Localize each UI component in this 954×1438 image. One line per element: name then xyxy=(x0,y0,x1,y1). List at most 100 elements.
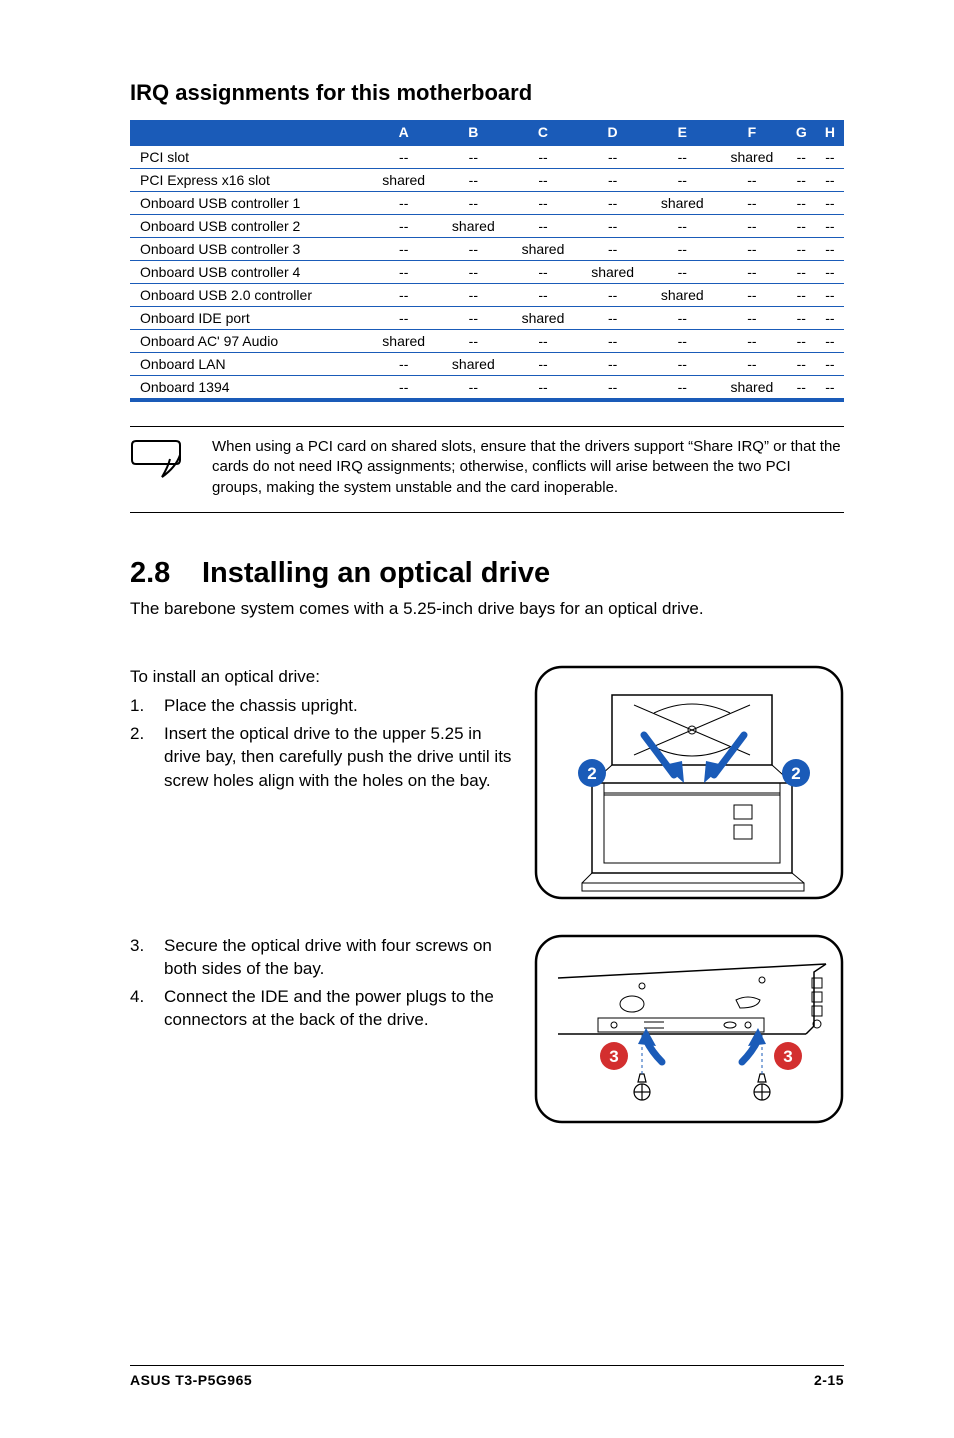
step-3: 3.Secure the optical drive with four scr… xyxy=(130,934,516,981)
arrow-up-left-icon xyxy=(638,1028,662,1062)
step-1-num: 1. xyxy=(130,694,164,717)
table-cell: shared xyxy=(647,284,717,307)
page-footer: ASUS T3-P5G965 2-15 xyxy=(130,1365,844,1388)
step-3-text: Secure the optical drive with four screw… xyxy=(164,934,516,981)
table-cell: -- xyxy=(578,192,648,215)
irq-table: A B C D E F G H PCI slot----------shared… xyxy=(130,120,844,402)
table-cell: -- xyxy=(508,261,578,284)
table-cell: -- xyxy=(816,238,844,261)
table-cell: -- xyxy=(439,307,509,330)
table-row: Onboard USB 2.0 controller--------shared… xyxy=(130,284,844,307)
table-cell: -- xyxy=(508,284,578,307)
table-cell: -- xyxy=(816,192,844,215)
table-cell: -- xyxy=(717,215,787,238)
table-cell: -- xyxy=(647,307,717,330)
table-cell: -- xyxy=(717,353,787,376)
table-cell: -- xyxy=(508,215,578,238)
table-cell: shared xyxy=(369,169,439,192)
col-b: B xyxy=(439,120,509,145)
table-cell: shared xyxy=(508,238,578,261)
table-cell: -- xyxy=(787,284,816,307)
table-cell: PCI Express x16 slot xyxy=(130,169,369,192)
table-cell: -- xyxy=(717,261,787,284)
table-cell: -- xyxy=(816,284,844,307)
table-cell: -- xyxy=(787,192,816,215)
table-row: PCI slot----------shared---- xyxy=(130,145,844,169)
table-cell: -- xyxy=(787,238,816,261)
table-cell: -- xyxy=(369,261,439,284)
note-box: When using a PCI card on shared slots, e… xyxy=(130,426,844,513)
table-row: PCI Express x16 slotshared-------------- xyxy=(130,169,844,192)
step-4: 4.Connect the IDE and the power plugs to… xyxy=(130,985,516,1032)
table-cell: -- xyxy=(816,353,844,376)
table-row: Onboard USB controller 2--shared--------… xyxy=(130,215,844,238)
table-cell: Onboard USB controller 4 xyxy=(130,261,369,284)
table-cell: -- xyxy=(369,284,439,307)
table-cell: -- xyxy=(578,145,648,169)
table-cell: -- xyxy=(647,261,717,284)
step-2-num: 2. xyxy=(130,722,164,792)
step-1: 1.Place the chassis upright. xyxy=(130,694,516,717)
table-cell: shared xyxy=(647,192,717,215)
table-row: Onboard USB controller 3----shared------… xyxy=(130,238,844,261)
lead-text: To install an optical drive: xyxy=(130,665,516,688)
note-text: When using a PCI card on shared slots, e… xyxy=(212,437,844,498)
table-cell: -- xyxy=(508,353,578,376)
table-cell: -- xyxy=(717,284,787,307)
table-cell: -- xyxy=(647,238,717,261)
table-cell: -- xyxy=(787,261,816,284)
table-cell: Onboard USB controller 1 xyxy=(130,192,369,215)
col-h: H xyxy=(816,120,844,145)
table-cell: -- xyxy=(647,169,717,192)
table-row: Onboard USB controller 1--------shared--… xyxy=(130,192,844,215)
table-cell: -- xyxy=(647,376,717,401)
col-blank xyxy=(130,120,369,145)
steps-list-2: 3.Secure the optical drive with four scr… xyxy=(130,934,516,1032)
step-block-2: 3.Secure the optical drive with four scr… xyxy=(130,934,844,1124)
table-cell: Onboard LAN xyxy=(130,353,369,376)
col-d: D xyxy=(578,120,648,145)
arrow-right-icon xyxy=(704,735,744,783)
step-block-1: To install an optical drive: 1.Place the… xyxy=(130,665,844,900)
table-cell: -- xyxy=(717,192,787,215)
table-cell: -- xyxy=(816,169,844,192)
table-cell: -- xyxy=(717,307,787,330)
footer-left: ASUS T3-P5G965 xyxy=(130,1372,252,1388)
table-cell: -- xyxy=(816,261,844,284)
table-row: Onboard LAN--shared------------ xyxy=(130,353,844,376)
table-cell: -- xyxy=(369,238,439,261)
table-cell: -- xyxy=(578,238,648,261)
table-row: Onboard AC' 97 Audioshared-------------- xyxy=(130,330,844,353)
table-cell: -- xyxy=(787,376,816,401)
badge-2-left: 2 xyxy=(587,764,596,783)
table-cell: -- xyxy=(816,215,844,238)
table-cell: -- xyxy=(578,330,648,353)
table-cell: -- xyxy=(439,284,509,307)
table-cell: -- xyxy=(508,330,578,353)
step-2-text: Insert the optical drive to the upper 5.… xyxy=(164,722,516,792)
illustration-2: 3 3 xyxy=(534,934,844,1124)
table-cell: -- xyxy=(787,353,816,376)
table-cell: -- xyxy=(647,215,717,238)
step-1-text: Place the chassis upright. xyxy=(164,694,516,717)
steps-list-1: 1.Place the chassis upright. 2.Insert th… xyxy=(130,694,516,792)
col-e: E xyxy=(647,120,717,145)
step-4-num: 4. xyxy=(130,985,164,1032)
table-cell: Onboard 1394 xyxy=(130,376,369,401)
note-icon xyxy=(130,437,188,498)
badge-3-left: 3 xyxy=(609,1047,618,1066)
table-cell: -- xyxy=(369,353,439,376)
footer-right: 2-15 xyxy=(814,1372,844,1388)
table-cell: -- xyxy=(369,307,439,330)
table-cell: -- xyxy=(508,145,578,169)
table-cell: -- xyxy=(787,215,816,238)
table-cell: -- xyxy=(578,215,648,238)
illustration-1: 2 2 xyxy=(534,665,844,900)
table-cell: PCI slot xyxy=(130,145,369,169)
table-cell: -- xyxy=(816,307,844,330)
table-cell: shared xyxy=(717,376,787,401)
irq-subtitle: IRQ assignments for this motherboard xyxy=(130,80,844,106)
table-cell: -- xyxy=(508,376,578,401)
table-row: Onboard IDE port----shared---------- xyxy=(130,307,844,330)
step-2: 2.Insert the optical drive to the upper … xyxy=(130,722,516,792)
